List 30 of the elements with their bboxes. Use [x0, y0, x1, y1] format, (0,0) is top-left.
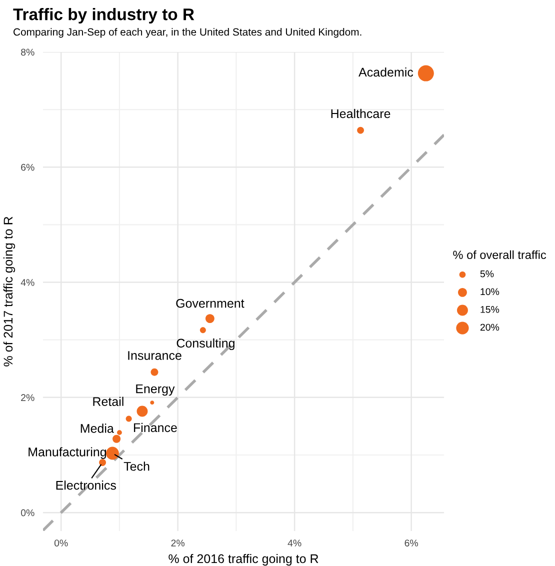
- y-tick-label: 2%: [21, 394, 34, 402]
- annotation: Insurance: [128, 351, 182, 360]
- annotation: Government: [176, 298, 244, 308]
- annotation: Media: [80, 424, 114, 433]
- annotation: Retail: [93, 396, 124, 406]
- legend-label: 10%: [480, 288, 500, 296]
- legend-label: 20%: [480, 324, 500, 331]
- annotation: Finance: [134, 422, 177, 432]
- y-tick-label: 4%: [20, 279, 34, 286]
- annotation: Manufacturing: [28, 447, 106, 459]
- legend-title: % of overall traffic: [453, 250, 546, 260]
- y-tick-label: 0%: [20, 509, 34, 516]
- chart-title: Traffic by industry to R: [13, 8, 194, 24]
- annotation: Academic: [358, 67, 414, 77]
- annotation: Healthcare: [331, 108, 390, 118]
- annotation: Tech: [124, 462, 150, 471]
- y-tick-label: 8%: [21, 48, 34, 56]
- x-tick-label: 2%: [171, 540, 185, 546]
- chart-subtitle: Comparing Jan-Sep of each year, in the United States and United Kingdom.: [14, 28, 362, 38]
- annotation: Electronics: [56, 480, 116, 490]
- y-axis-title: % of 2017 traffic going to R: [3, 216, 16, 366]
- x-tick-label: 0%: [54, 540, 68, 546]
- x-tick-label: 6%: [404, 540, 418, 546]
- annotation: Consulting: [176, 338, 234, 350]
- y-tick-label: 6%: [21, 164, 34, 171]
- legend-label: 5%: [480, 270, 494, 278]
- x-axis-title: % of 2016 traffic going to R: [168, 554, 318, 566]
- annotation: Energy: [136, 384, 175, 396]
- legend-label: 15%: [480, 306, 500, 313]
- x-tick-label: 4%: [288, 540, 302, 546]
